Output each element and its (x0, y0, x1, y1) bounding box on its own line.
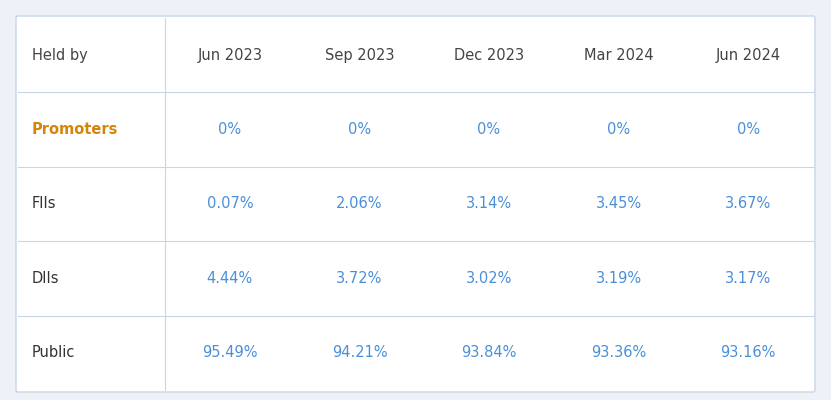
Text: Held by: Held by (32, 48, 88, 63)
Text: 2.06%: 2.06% (337, 196, 383, 212)
Text: 0%: 0% (348, 122, 371, 137)
Text: FIIs: FIIs (32, 196, 57, 212)
FancyBboxPatch shape (16, 16, 815, 392)
Text: 0%: 0% (219, 122, 242, 137)
Text: 3.17%: 3.17% (725, 271, 771, 286)
Text: 94.21%: 94.21% (332, 345, 387, 360)
Text: 0%: 0% (607, 122, 630, 137)
Text: 95.49%: 95.49% (202, 345, 258, 360)
Text: Sep 2023: Sep 2023 (325, 48, 394, 63)
Text: 0%: 0% (478, 122, 500, 137)
Text: Public: Public (32, 345, 76, 360)
Text: Jun 2024: Jun 2024 (715, 48, 781, 63)
Text: Mar 2024: Mar 2024 (584, 48, 653, 63)
Text: Promoters: Promoters (32, 122, 118, 137)
Text: Dec 2023: Dec 2023 (454, 48, 524, 63)
Text: 93.36%: 93.36% (591, 345, 647, 360)
Text: 93.84%: 93.84% (461, 345, 517, 360)
Text: 3.19%: 3.19% (596, 271, 642, 286)
Text: 3.72%: 3.72% (337, 271, 382, 286)
Text: 3.45%: 3.45% (596, 196, 642, 212)
Text: DIIs: DIIs (32, 271, 60, 286)
Text: 0.07%: 0.07% (207, 196, 253, 212)
Text: 3.67%: 3.67% (725, 196, 771, 212)
Text: 0%: 0% (736, 122, 760, 137)
Text: 3.14%: 3.14% (466, 196, 512, 212)
Text: 3.02%: 3.02% (466, 271, 512, 286)
Text: 93.16%: 93.16% (720, 345, 776, 360)
Text: 4.44%: 4.44% (207, 271, 253, 286)
Text: Jun 2023: Jun 2023 (198, 48, 263, 63)
